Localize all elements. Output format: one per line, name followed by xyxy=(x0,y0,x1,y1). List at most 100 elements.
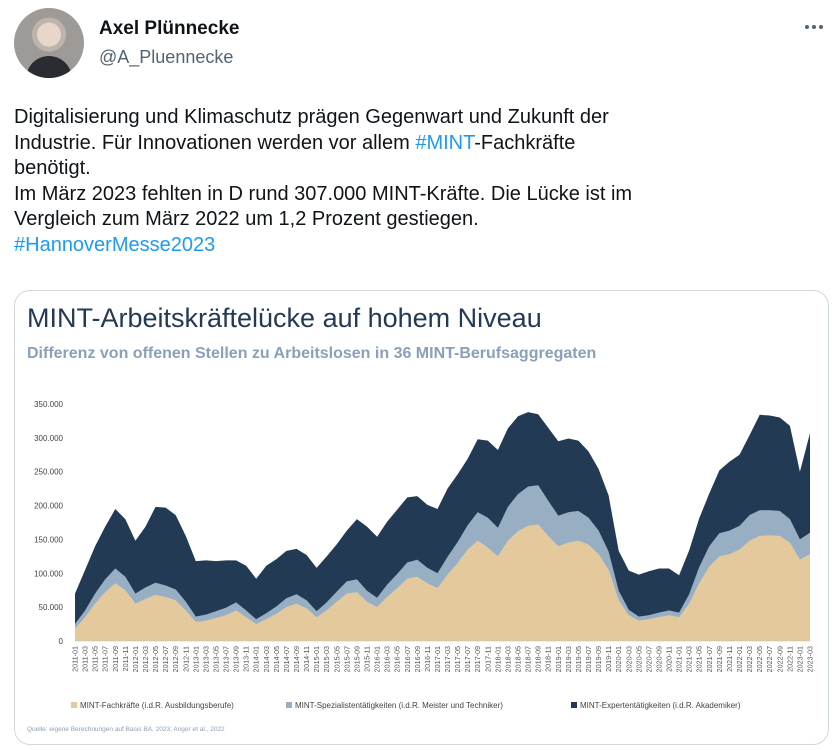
x-tick-label: 2020-03 xyxy=(624,646,633,672)
x-tick-label: 2019-01 xyxy=(554,646,563,672)
author-name[interactable]: Axel Plünnecke xyxy=(99,18,240,39)
x-tick-label: 2015-05 xyxy=(332,646,341,672)
x-tick-label: 2016-11 xyxy=(423,646,432,672)
x-tick-label: 2021-05 xyxy=(695,646,704,672)
series-area-3 xyxy=(75,412,810,625)
x-tick-label: 2015-01 xyxy=(312,646,321,672)
hashtag-mint-link[interactable]: #MINT xyxy=(415,131,475,154)
x-tick-label: 2013-01 xyxy=(191,646,200,672)
tweet-line: Digitalisierung und Klimaschutz prägen G… xyxy=(14,106,609,128)
series-area-1 xyxy=(75,524,810,641)
x-tick-label: 2013-11 xyxy=(242,646,251,672)
legend-label: MINT-Expertentätigkeiten (i.d.R. Akademi… xyxy=(580,701,741,710)
chart-source: Quelle: eigene Berechnungen auf Basis BA… xyxy=(27,726,225,733)
x-tick-label: 2015-07 xyxy=(342,646,351,672)
tweet-text-fragment: -Fachkräfte xyxy=(474,131,576,154)
x-tick-label: 2012-07 xyxy=(161,646,170,672)
tweet-text-fragment: Industrie. Für Innovationen werden vor a… xyxy=(14,131,416,154)
x-tick-label: 2019-07 xyxy=(584,646,593,672)
x-tick-label: 2014-11 xyxy=(302,646,311,672)
tweet-line: Industrie. Für Innovationen werden vor a… xyxy=(14,131,829,157)
x-tick-label: 2020-07 xyxy=(644,646,653,672)
y-tick-label: 200.000 xyxy=(34,502,63,511)
x-tick-label: 2017-11 xyxy=(483,646,492,672)
x-tick-label: 2021-11 xyxy=(725,646,734,672)
x-tick-label: 2015-03 xyxy=(322,646,331,672)
tweet-media-chart[interactable]: MINT-Arbeitskräftelücke auf hohem Niveau… xyxy=(14,290,829,745)
x-tick-label: 2011-07 xyxy=(101,646,110,672)
x-tick-label: 2020-11 xyxy=(665,646,674,672)
x-tick-label: 2019-03 xyxy=(564,646,573,672)
author-handle[interactable]: @A_Pluennecke xyxy=(99,47,234,67)
x-tick-label: 2017-07 xyxy=(463,646,472,672)
x-tick-label: 2014-07 xyxy=(282,646,291,672)
tweet-line: Vergleich zum März 2022 um 1,2 Prozent g… xyxy=(14,208,479,230)
x-tick-label: 2013-03 xyxy=(201,646,210,672)
legend-swatch xyxy=(286,702,292,708)
x-tick-label: 2017-09 xyxy=(473,646,482,672)
x-tick-label: 2019-09 xyxy=(594,646,603,672)
x-tick-label: 2012-05 xyxy=(151,646,160,672)
tweet-line: benötigt. xyxy=(14,157,91,179)
x-tick-label: 2016-05 xyxy=(393,646,402,672)
x-tick-label: 2020-01 xyxy=(614,646,623,672)
x-tick-label: 2015-09 xyxy=(352,646,361,672)
x-tick-label: 2023-03 xyxy=(806,646,815,672)
stacked-area-chart: MINT-Arbeitskräftelücke auf hohem Niveau… xyxy=(27,303,815,733)
x-tick-label: 2012-03 xyxy=(141,646,150,672)
x-tick-label: 2022-03 xyxy=(745,646,754,672)
x-tick-label: 2014-01 xyxy=(252,646,261,672)
more-dot-icon xyxy=(812,25,816,29)
hashtag-hannovermesse-link[interactable]: #HannoverMesse2023 xyxy=(14,233,216,256)
y-tick-label: 300.000 xyxy=(34,434,63,443)
x-tick-label: 2022-05 xyxy=(755,646,764,672)
y-tick-label: 50.000 xyxy=(39,603,64,612)
x-tick-label: 2011-11 xyxy=(121,646,130,671)
chart-title: MINT-Arbeitskräftelücke auf hohem Niveau xyxy=(27,303,542,333)
x-tick-label: 2022-09 xyxy=(775,646,784,672)
x-tick-label: 2018-07 xyxy=(524,646,533,672)
x-tick-label: 2023-01 xyxy=(795,646,804,672)
x-tick-label: 2016-07 xyxy=(403,646,412,672)
x-tick-label: 2018-01 xyxy=(493,646,502,672)
x-tick-label: 2011-05 xyxy=(91,646,100,672)
x-tick-label: 2019-05 xyxy=(574,646,583,672)
x-tick-label: 2017-01 xyxy=(433,646,442,672)
x-tick-label: 2013-05 xyxy=(211,646,220,672)
y-tick-label: 150.000 xyxy=(34,535,63,544)
tweet-line: Im März 2023 fehlten in D rund 307.000 M… xyxy=(14,182,633,205)
x-tick-label: 2012-09 xyxy=(171,646,180,672)
x-tick-label: 2021-09 xyxy=(715,646,724,672)
x-tick-label: 2016-01 xyxy=(373,646,382,672)
x-tick-label: 2021-01 xyxy=(675,646,684,672)
legend-label: MINT-Fachkräfte (i.d.R. Ausbildungsberuf… xyxy=(80,701,234,710)
x-tick-label: 2022-07 xyxy=(765,646,774,672)
legend-swatch xyxy=(71,702,77,708)
x-tick-label: 2019-11 xyxy=(604,646,613,672)
x-tick-label: 2020-09 xyxy=(654,646,663,672)
more-options-button[interactable] xyxy=(798,17,830,37)
x-tick-label: 2018-09 xyxy=(534,646,543,672)
more-dot-icon xyxy=(819,25,823,29)
chart-subtitle: Differenz von offenen Stellen zu Arbeits… xyxy=(27,345,596,362)
more-dot-icon xyxy=(805,25,809,29)
x-tick-label: 2016-09 xyxy=(413,646,422,672)
x-tick-label: 2011-09 xyxy=(111,646,120,672)
x-tick-label: 2014-03 xyxy=(262,646,271,672)
y-tick-label: 250.000 xyxy=(34,468,63,477)
x-tick-label: 2012-11 xyxy=(181,646,190,672)
y-tick-label: 350.000 xyxy=(34,400,63,409)
x-tick-label: 2016-03 xyxy=(383,646,392,672)
y-tick-label: 100.000 xyxy=(34,569,63,578)
x-tick-label: 2020-05 xyxy=(634,646,643,672)
x-tick-label: 2022-11 xyxy=(785,646,794,672)
x-tick-label: 2011-01 xyxy=(71,646,80,672)
x-tick-label: 2021-07 xyxy=(705,646,714,672)
x-tick-label: 2017-05 xyxy=(453,646,462,672)
tweet-text: Digitalisierung und Klimaschutz prägen G… xyxy=(14,105,829,258)
x-tick-label: 2011-03 xyxy=(81,646,90,672)
x-tick-label: 2018-03 xyxy=(503,646,512,672)
x-tick-label: 2018-05 xyxy=(514,646,523,672)
avatar[interactable] xyxy=(14,8,84,78)
x-tick-label: 2018-11 xyxy=(544,646,553,672)
